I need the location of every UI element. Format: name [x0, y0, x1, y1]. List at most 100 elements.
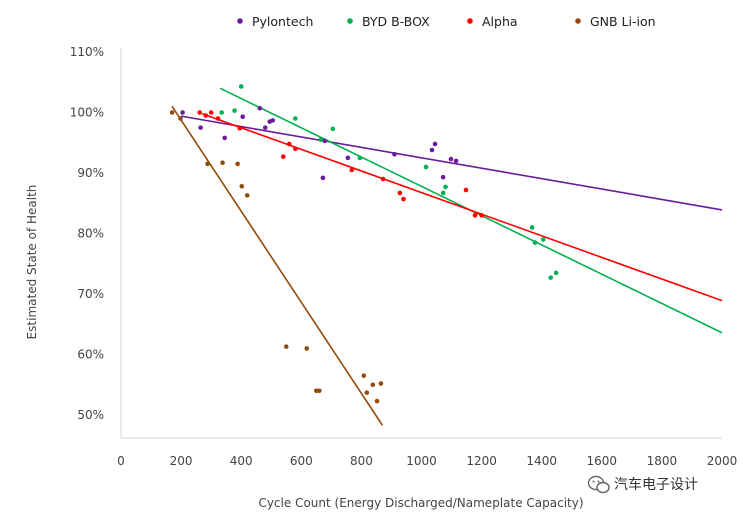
legend-marker-gnb-li-ion: [575, 18, 581, 24]
point-pylontech: [240, 114, 246, 120]
point-gnb-li-ion: [378, 381, 384, 386]
point-pylontech: [320, 175, 326, 181]
point-gnb-li-ion: [205, 161, 210, 167]
point-gnb-li-ion: [239, 184, 245, 189]
point-byd-b-box: [318, 137, 324, 143]
point-gnb-li-ion: [364, 390, 370, 395]
point-alpha: [280, 154, 286, 159]
x-tick-label: 1400: [526, 454, 557, 468]
legend-label-gnb-li-ion: GNB Li-ion: [590, 14, 656, 29]
point-alpha: [472, 213, 478, 218]
data-points: [169, 84, 559, 404]
x-tick-label: 1000: [406, 454, 437, 468]
x-tick-labels: 0 200 400 600 800 1000 1200 1400 1600 1800 2000: [117, 454, 737, 468]
x-axis-title: Cycle Count (Energy Discharged/Nameplate…: [258, 496, 583, 510]
point-pylontech: [429, 147, 435, 153]
point-alpha: [349, 167, 355, 173]
point-byd-b-box: [440, 190, 446, 196]
x-tick-label: 2000: [707, 454, 738, 468]
y-tick-label: 50%: [77, 408, 104, 422]
x-tick-label: 1600: [587, 454, 618, 468]
point-alpha: [215, 116, 221, 121]
point-gnb-li-ion: [220, 160, 225, 166]
y-tick-label: 70%: [77, 287, 104, 301]
point-gnb-li-ion: [317, 388, 322, 394]
point-gnb-li-ion: [235, 161, 240, 167]
point-pylontech: [453, 158, 459, 164]
legend-label-alpha: Alpha: [482, 14, 518, 29]
point-alpha: [197, 110, 203, 115]
wechat-icon: [587, 475, 610, 494]
point-byd-b-box: [540, 237, 546, 242]
point-gnb-li-ion: [169, 110, 175, 115]
point-alpha: [286, 141, 292, 147]
x-tick-label: 1200: [466, 454, 497, 468]
legend-marker-pylontech: [237, 18, 243, 24]
x-tick-label: 0: [117, 454, 125, 468]
legend: Pylontech BYD B-BOX Alpha GNB Li-ion: [237, 14, 656, 29]
point-byd-b-box: [553, 270, 559, 276]
y-tick-label: 90%: [77, 166, 104, 180]
point-gnb-li-ion: [178, 116, 183, 121]
x-tick-label: 400: [230, 454, 253, 468]
point-byd-b-box: [423, 164, 429, 170]
trendlines: [171, 87, 723, 426]
x-tick-label: 1800: [647, 454, 678, 468]
point-pylontech: [270, 118, 276, 123]
point-pylontech: [262, 125, 268, 130]
y-tick-label: 80%: [77, 227, 104, 241]
point-alpha: [208, 110, 214, 115]
point-alpha: [380, 176, 386, 182]
y-tick-labels: 50% 60% 70% 80% 90% 100% 110%: [70, 45, 104, 422]
point-pylontech: [432, 141, 438, 147]
point-alpha: [401, 196, 406, 202]
axes: [120, 48, 722, 439]
legend-marker-alpha: [467, 18, 473, 24]
trendline-alpha: [201, 112, 723, 302]
x-tick-label: 600: [290, 454, 313, 468]
x-tick-label: 200: [170, 454, 193, 468]
point-pylontech: [345, 155, 351, 161]
trendline-pylontech: [180, 115, 723, 211]
point-byd-b-box: [532, 240, 538, 245]
point-byd-b-box: [330, 126, 336, 132]
point-gnb-li-ion: [361, 373, 367, 378]
point-pylontech: [392, 151, 397, 157]
point-byd-b-box: [238, 84, 244, 89]
x-tick-label: 800: [350, 454, 373, 468]
point-pylontech: [222, 135, 227, 141]
trendline-gnb-li-ion: [171, 106, 384, 426]
point-alpha: [203, 113, 209, 118]
y-tick-label: 100%: [70, 106, 104, 120]
point-gnb-li-ion: [304, 346, 310, 351]
y-axis-title: Estimated State of Health: [25, 185, 39, 340]
point-byd-b-box: [219, 110, 224, 115]
point-alpha: [292, 146, 298, 152]
point-alpha: [479, 213, 484, 218]
point-byd-b-box: [357, 155, 363, 161]
point-gnb-li-ion: [283, 344, 289, 349]
point-byd-b-box: [292, 116, 298, 121]
legend-label-pylontech: Pylontech: [252, 14, 313, 29]
point-byd-b-box: [548, 275, 554, 280]
point-pylontech: [448, 156, 454, 162]
point-byd-b-box: [443, 184, 448, 190]
point-gnb-li-ion: [370, 382, 376, 388]
legend-marker-byd-b-box: [347, 18, 353, 24]
point-alpha: [397, 190, 403, 196]
point-pylontech: [180, 110, 185, 115]
point-gnb-li-ion: [374, 398, 380, 404]
y-tick-label: 60%: [77, 348, 104, 362]
legend-label-byd-b-box: BYD B-BOX: [362, 14, 430, 29]
point-pylontech: [198, 125, 203, 130]
point-pylontech: [440, 174, 446, 180]
y-tick-label: 110%: [70, 45, 104, 59]
point-byd-b-box: [529, 225, 535, 230]
point-alpha: [463, 187, 469, 193]
point-alpha: [237, 125, 242, 131]
point-pylontech: [257, 105, 263, 111]
point-gnb-li-ion: [244, 193, 250, 198]
watermark: 汽车电子设计: [587, 475, 698, 494]
watermark-text: 汽车电子设计: [614, 476, 698, 493]
